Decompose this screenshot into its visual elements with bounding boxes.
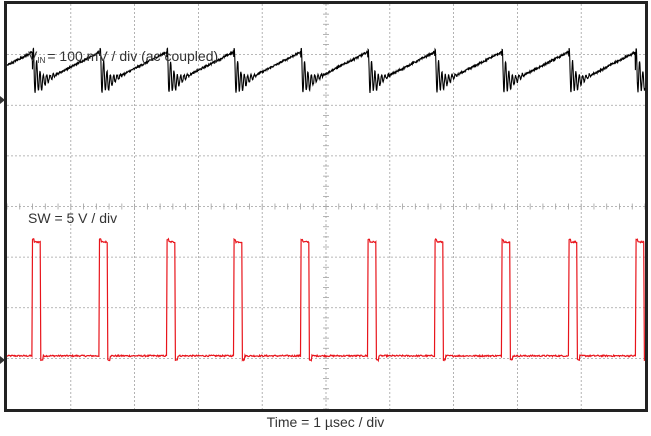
vin-trace [6,47,646,94]
x-axis-label: Time = 1 µsec / div [266,414,385,430]
plot-frame [4,1,648,412]
ch2-ground-marker [0,356,5,364]
sw-label: SW = 5 V / div [28,210,117,226]
ch1-ground-marker [0,96,5,104]
grid [6,3,646,410]
sw-trace [6,237,646,363]
vin-label: VIN = 100 mV / div (ac coupled) [28,48,218,65]
